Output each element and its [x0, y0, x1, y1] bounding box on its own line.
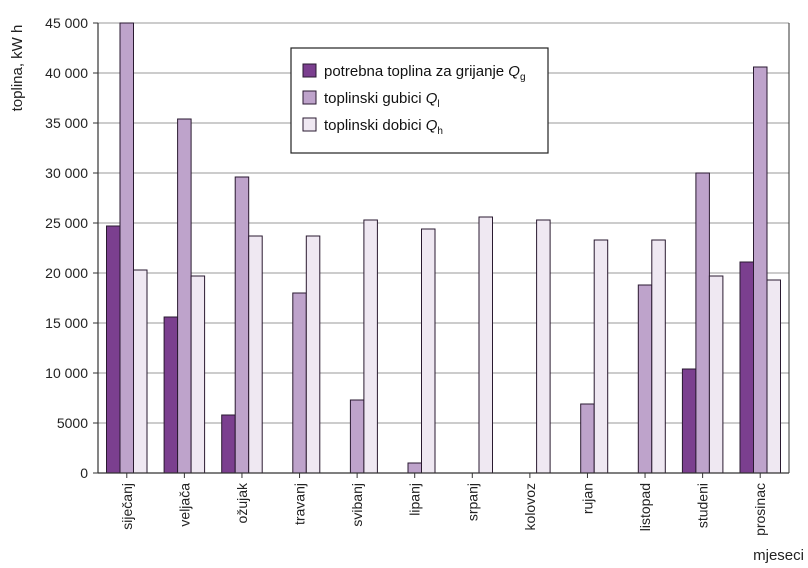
x-tick-label: veljača — [176, 483, 192, 527]
x-tick-label: ožujak — [234, 482, 250, 523]
bar-3-4 — [305, 235, 321, 474]
x-axis-label: mjeseci — [753, 547, 804, 564]
x-tick-label: studeni — [695, 483, 711, 528]
y-tick-label: 35 000 — [45, 115, 88, 131]
bar-2-3 — [234, 176, 250, 474]
x-tick-label: travanj — [292, 483, 308, 525]
y-tick-label: 20 000 — [45, 265, 88, 281]
y-tick-label: 5000 — [57, 415, 88, 431]
bar-3-8 — [536, 219, 551, 474]
x-tick-label: svibanj — [349, 483, 365, 527]
x-tick-label: listopad — [637, 483, 653, 531]
axes — [97, 23, 790, 474]
legend-box — [290, 47, 549, 154]
x-tick-label: rujan — [580, 483, 596, 514]
bar-2-12 — [753, 66, 768, 474]
bar-3-9 — [593, 239, 609, 474]
bar-2-5 — [349, 399, 365, 474]
bar-3-1 — [133, 269, 148, 474]
bar-3-3 — [248, 235, 263, 474]
bar-3-11 — [708, 275, 724, 474]
bar-3-5 — [363, 219, 378, 474]
legend-swatch-2 — [302, 90, 317, 105]
bar-2-1 — [119, 22, 134, 474]
legend-swatch-1 — [302, 63, 317, 78]
bar-1-1 — [106, 225, 121, 474]
x-tick-label: srpanj — [464, 483, 480, 521]
y-tick-labels: 0 5000 10 000 15 000 20 000 25 000 30 000 35 00… — [45, 15, 98, 481]
bar-3-12 — [766, 279, 781, 474]
y-tick-label: 15 000 — [45, 315, 88, 331]
bar-2-11 — [695, 172, 710, 474]
bars — [106, 22, 781, 474]
bar-1-12 — [739, 261, 754, 474]
y-tick-label: 10 000 — [45, 365, 88, 381]
bar-1-11 — [681, 368, 697, 474]
bar-2-6 — [407, 462, 422, 474]
legend-entry-2: toplinski gubici Ql — [324, 90, 440, 110]
legend: potrebna toplina za grijanje Qg toplinski… — [290, 47, 549, 154]
bar-1-3 — [221, 414, 236, 474]
y-tick-label: 45 000 — [45, 15, 88, 31]
y-tick-label: 25 000 — [45, 215, 88, 231]
bar-1-2 — [163, 316, 179, 474]
y-axis-label: toplina, kW h — [9, 25, 26, 112]
bar-3-2 — [190, 275, 206, 474]
bar-3-10 — [651, 239, 666, 474]
x-tick-label: kolovoz — [522, 483, 538, 530]
y-tick-label: 0 — [80, 465, 88, 481]
bar-2-9 — [580, 403, 595, 474]
legend-entry-3: toplinski dobici Qh — [324, 117, 443, 137]
x-tick-label: siječanj — [119, 483, 135, 530]
x-tick-label: lipanj — [407, 483, 423, 516]
grid-lines — [98, 22, 789, 424]
bar-2-10 — [637, 284, 653, 474]
y-tick-label: 40 000 — [45, 65, 88, 81]
bar-2-4 — [292, 292, 307, 474]
legend-entry-1: potrebna toplina za grijanje Qg — [324, 63, 526, 83]
x-tick-labels: siječanj veljača ožujak travanj svibanj lipan… — [119, 473, 768, 536]
y-tick-label: 30 000 — [45, 165, 88, 181]
bar-3-6 — [421, 228, 436, 474]
bar-2-2 — [177, 118, 192, 474]
legend-swatch-3 — [302, 117, 317, 132]
bar-3-7 — [478, 216, 493, 474]
x-tick-label: prosinac — [752, 483, 768, 536]
